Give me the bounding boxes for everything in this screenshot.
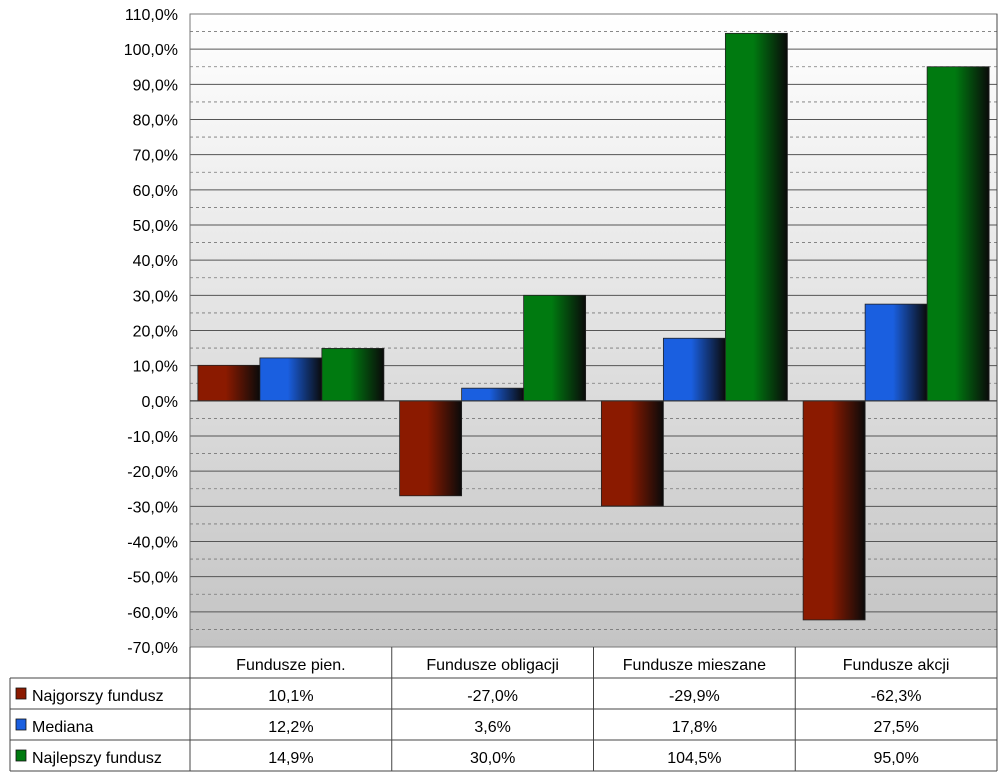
data-table-value: 104,5%: [667, 750, 721, 767]
bar-mediana-1: [461, 387, 525, 402]
bar-najgorszy-fundusz-2: [600, 400, 664, 507]
bar-mediana-0: [259, 357, 323, 402]
data-table-value: 17,8%: [672, 719, 717, 736]
bar-najgorszy-fundusz-0: [197, 364, 261, 402]
bar-mediana-3: [864, 303, 928, 402]
data-table-value: 12,2%: [268, 719, 313, 736]
data-table-value: 95,0%: [873, 750, 918, 767]
bar-najgorszy-fundusz-1: [399, 400, 463, 497]
y-tick-label: 60,0%: [133, 183, 178, 200]
data-table-value: 14,9%: [268, 750, 313, 767]
y-tick-label: 50,0%: [133, 218, 178, 235]
category-label: Fundusze obligacji: [426, 657, 559, 674]
legend-label: Najgorszy fundusz: [32, 688, 164, 705]
data-table-value: -27,0%: [467, 688, 518, 705]
legend-label: Najlepszy fundusz: [32, 750, 162, 767]
y-tick-label: 70,0%: [133, 148, 178, 165]
legend-swatch: [15, 718, 27, 731]
y-tick-label: -40,0%: [127, 535, 178, 552]
y-tick-label: 30,0%: [133, 288, 178, 305]
bar-najlepszy-fundusz-1: [523, 294, 587, 402]
category-label: Fundusze pien.: [236, 657, 345, 674]
bar-najgorszy-fundusz-3: [802, 400, 866, 621]
y-tick-label: -50,0%: [127, 570, 178, 587]
legend-label: Mediana: [32, 719, 93, 736]
bar-najlepszy-fundusz-2: [724, 32, 788, 402]
legend-swatch: [15, 687, 27, 700]
bar-najlepszy-fundusz-3: [926, 66, 990, 402]
bar-najlepszy-fundusz-0: [321, 348, 385, 402]
y-tick-label: -30,0%: [127, 499, 178, 516]
y-tick-label: -10,0%: [127, 429, 178, 446]
y-tick-label: 40,0%: [133, 253, 178, 270]
category-label: Fundusze akcji: [843, 657, 950, 674]
y-tick-label: 20,0%: [133, 324, 178, 341]
y-tick-label: 0,0%: [142, 394, 178, 411]
legend-swatch: [15, 749, 27, 762]
y-tick-label: -20,0%: [127, 464, 178, 481]
data-table-value: 3,6%: [474, 719, 510, 736]
data-table-value: 10,1%: [268, 688, 313, 705]
y-tick-label: -70,0%: [127, 640, 178, 657]
y-tick-label: 80,0%: [133, 113, 178, 130]
bar-mediana-2: [662, 337, 726, 402]
y-tick-label: 110,0%: [125, 7, 178, 24]
data-table-value: -29,9%: [669, 688, 720, 705]
data-table-value: -62,3%: [871, 688, 922, 705]
y-tick-label: -60,0%: [127, 605, 178, 622]
data-table-value: 27,5%: [873, 719, 918, 736]
category-label: Fundusze mieszane: [623, 657, 766, 674]
y-tick-label: 90,0%: [133, 77, 178, 94]
y-tick-label: 10,0%: [133, 359, 178, 376]
data-table-value: 30,0%: [470, 750, 515, 767]
y-tick-label: 100,0%: [124, 42, 178, 59]
